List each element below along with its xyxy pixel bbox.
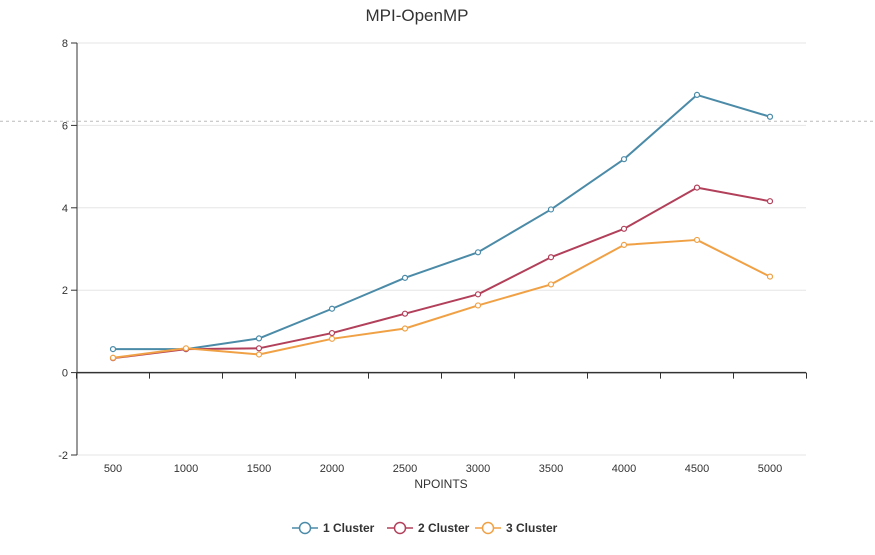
legend-label: 3 Cluster (506, 521, 558, 535)
y-tick-label: 6 (62, 120, 68, 132)
y-tick-label: 4 (62, 203, 68, 215)
data-point (109, 346, 117, 353)
data-point (182, 345, 190, 352)
x-tick-label: 2000 (320, 463, 344, 475)
chart-title: MPI-OpenMP (366, 6, 469, 25)
data-point (547, 254, 555, 261)
x-tick-label: 2500 (393, 463, 417, 475)
x-tick-label: 4500 (685, 463, 709, 475)
x-tick-label: 5000 (758, 463, 782, 475)
legend-marker (481, 521, 495, 535)
data-point (474, 291, 482, 298)
data-point (693, 184, 701, 191)
data-point (547, 281, 555, 288)
y-tick-label: -2 (58, 450, 68, 462)
data-point (766, 113, 774, 120)
y-axis: -2 0 2 4 6 8 (58, 38, 78, 462)
x-tick-label: 4000 (612, 463, 636, 475)
data-point (401, 325, 409, 332)
legend-marker (393, 521, 407, 535)
data-point (255, 351, 263, 358)
data-point (620, 225, 628, 232)
legend: 1 Cluster 2 Cluster 3 Cluster (292, 521, 558, 535)
data-point (401, 274, 409, 281)
x-tick-label: 1000 (174, 463, 198, 475)
x-axis: 500 1000 1500 2000 2500 3000 3500 4000 4500 5000 (76, 371, 807, 475)
data-point (693, 236, 701, 244)
data-point (620, 241, 628, 248)
data-point (547, 206, 555, 213)
x-tick-label: 1500 (247, 463, 271, 475)
y-tick-label: 2 (62, 285, 68, 297)
series-line-1 (113, 93, 771, 351)
x-tick-label: 500 (104, 463, 122, 475)
series-line-2 (112, 186, 771, 360)
data-point (328, 335, 336, 342)
legend-label: 1 Cluster (323, 521, 375, 535)
x-tick-label: 3000 (466, 463, 490, 475)
data-point (766, 273, 774, 280)
data-point (109, 354, 117, 361)
series-group (109, 91, 774, 362)
series-line-3 (112, 238, 771, 359)
data-point (474, 249, 482, 256)
x-axis-label: NPOINTS (414, 477, 467, 491)
legend-label: 2 Cluster (418, 521, 470, 535)
data-point (255, 345, 263, 352)
grid-lines (77, 42, 806, 456)
data-point (401, 310, 409, 317)
data-point (255, 335, 263, 342)
y-tick-label: 8 (62, 38, 68, 50)
y-tick-label: 0 (62, 368, 68, 380)
data-point (620, 156, 628, 163)
data-point (474, 302, 482, 309)
data-point (693, 91, 701, 99)
data-point (328, 305, 336, 312)
x-tick-label: 3500 (539, 463, 563, 475)
data-point (328, 329, 336, 337)
legend-marker (298, 521, 312, 535)
data-point (766, 198, 774, 205)
